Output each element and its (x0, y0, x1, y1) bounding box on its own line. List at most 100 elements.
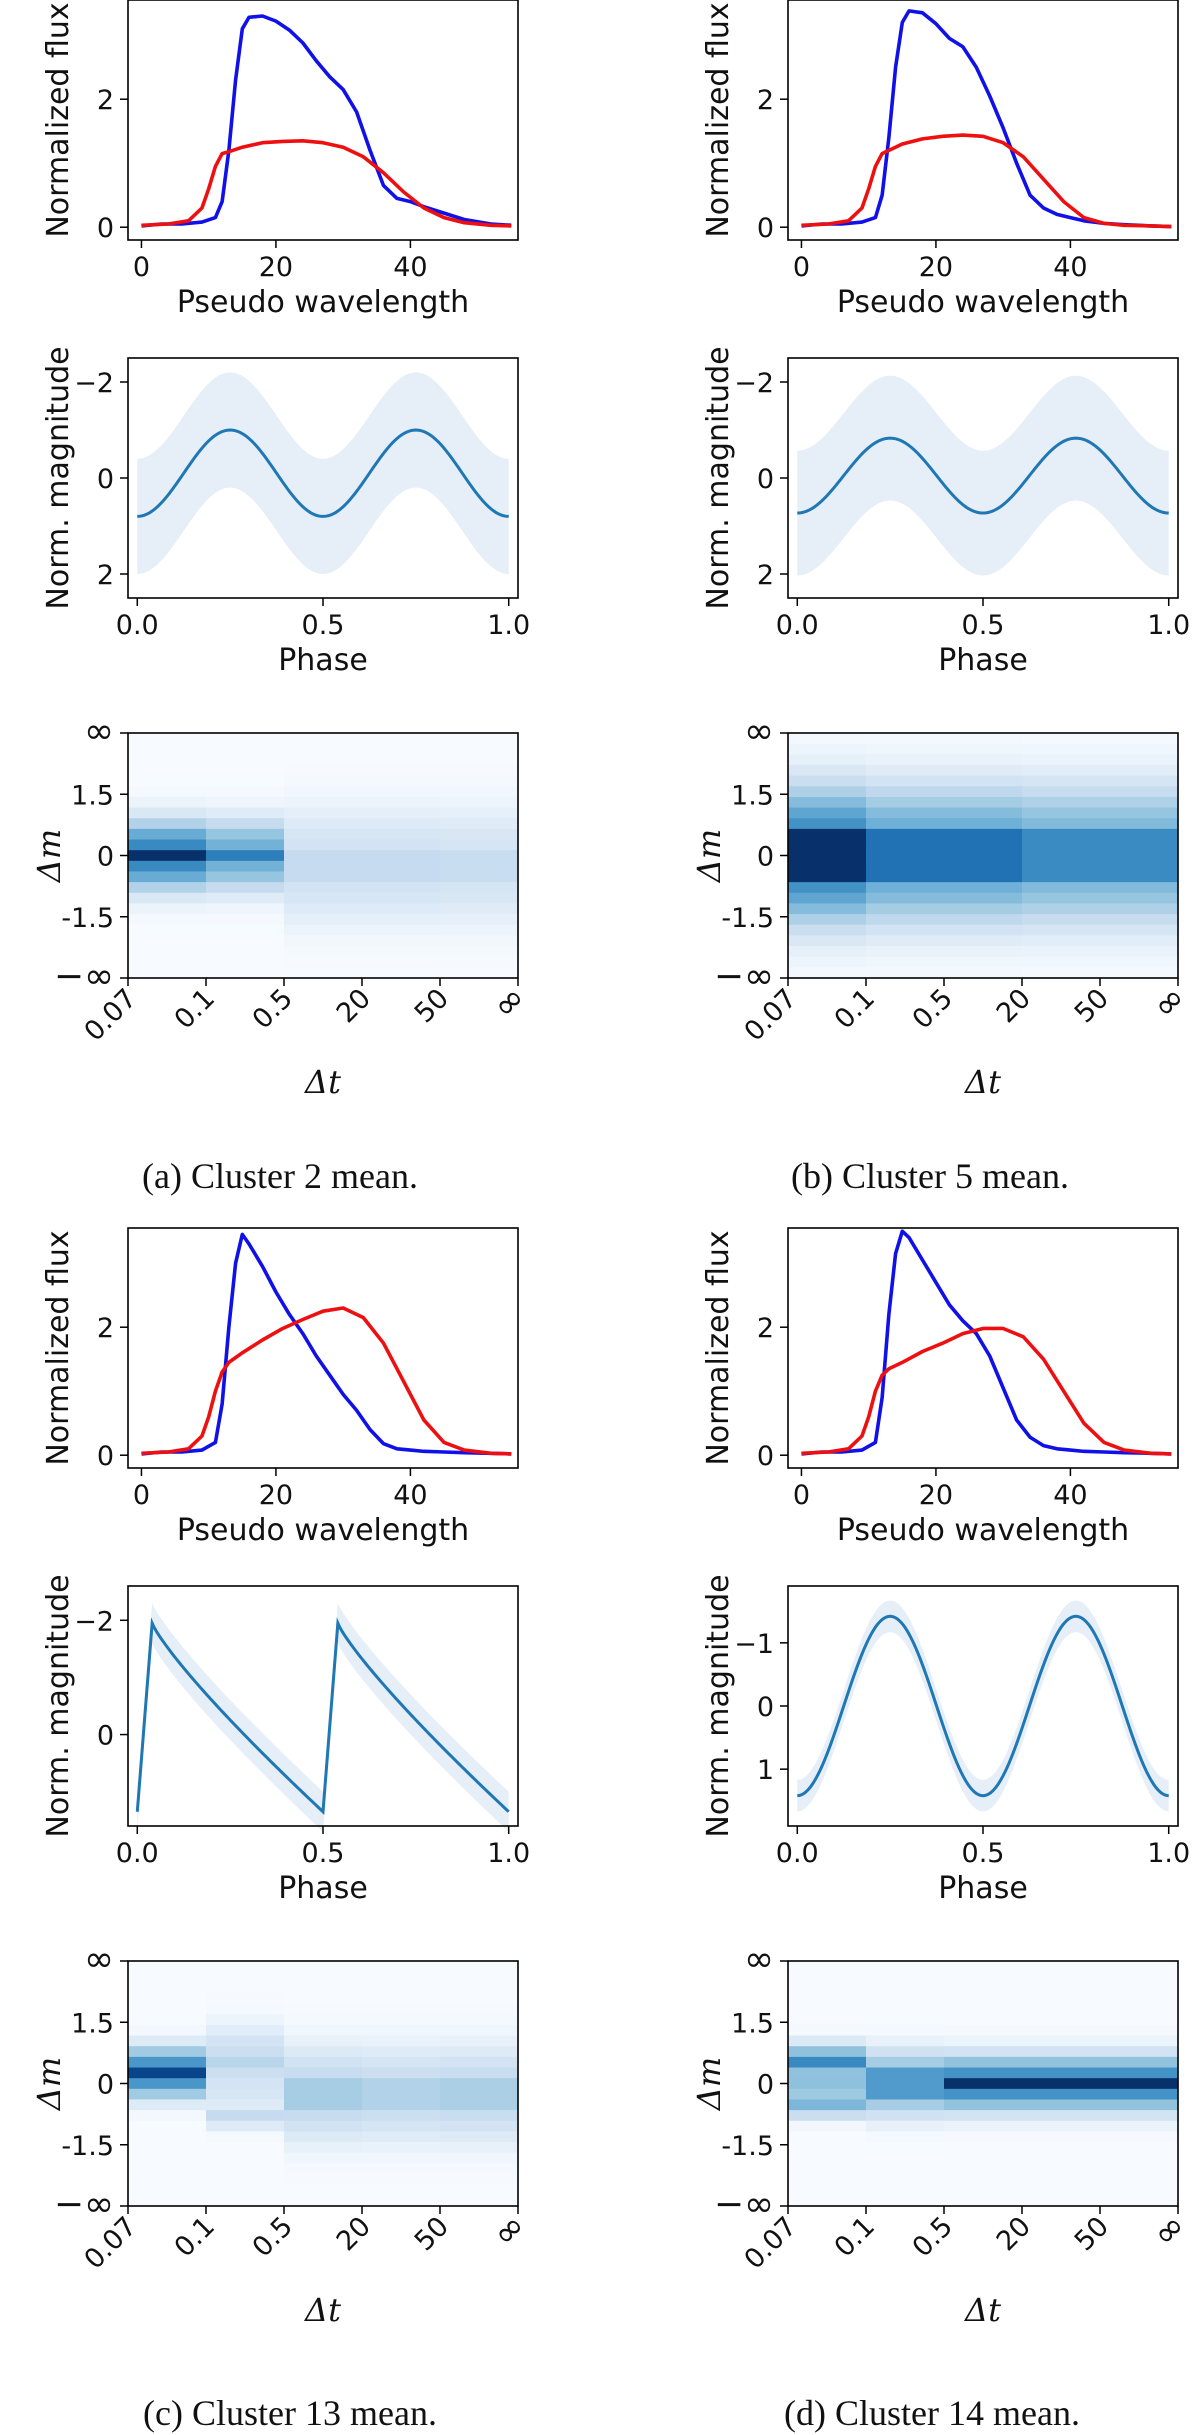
flux-series-blue-d (801, 1229, 1172, 1456)
heat-cell-c-1-2 (206, 1982, 285, 1994)
heat-cell-d-3-15 (1022, 2120, 1101, 2132)
ytick-label-b-phase-1: 0 (757, 464, 774, 495)
heat-cell-a-1-8 (206, 818, 285, 830)
heat-cell-c-0-17 (128, 2142, 207, 2154)
heat-cell-b-0-1 (788, 743, 867, 755)
heat-cell-d-2-4 (944, 2003, 1023, 2015)
heat-cell-a-3-10 (362, 839, 441, 851)
heat-cell-c-4-1 (440, 1971, 519, 1983)
heat-cell-a-4-11 (440, 850, 519, 862)
heat-cell-a-0-9 (128, 828, 207, 841)
ytick-label-a-flux-0: 0 (97, 213, 114, 244)
ytick-label-b-dmdt-1: 1.5 (731, 780, 774, 811)
heat-cell-b-2-18 (944, 924, 1023, 936)
heat-cell-d-1-13 (866, 2099, 945, 2111)
heat-cell-c-0-12 (128, 2088, 207, 2100)
heat-cell-c-2-16 (284, 2131, 363, 2143)
heat-cell-b-4-9 (1100, 828, 1179, 841)
heat-cell-c-4-12 (440, 2088, 519, 2100)
heat-cell-d-2-10 (944, 2067, 1023, 2079)
heat-cell-b-4-14 (1100, 882, 1179, 894)
heat-cell-b-2-8 (944, 818, 1023, 830)
heat-cell-d-4-22 (1100, 2195, 1179, 2207)
heat-cell-c-0-9 (128, 2056, 207, 2069)
caption-a: (a) Cluster 2 mean. (142, 1156, 418, 1196)
xtick-label-a-dmdt-4: 50 (409, 983, 455, 1029)
heat-cell-c-2-3 (284, 1992, 363, 2005)
heat-cell-c-1-12 (206, 2088, 285, 2100)
heat-cell-a-1-9 (206, 828, 285, 841)
heat-cell-c-4-4 (440, 2003, 519, 2015)
heat-cell-a-1-10 (206, 839, 285, 851)
heat-cell-a-3-5 (362, 786, 441, 798)
heat-cell-c-0-1 (128, 1971, 207, 1983)
heat-cell-c-0-8 (128, 2046, 207, 2058)
heat-cell-b-4-5 (1100, 786, 1179, 798)
heat-cell-d-4-7 (1100, 2035, 1179, 2047)
heat-cell-a-0-19 (128, 935, 207, 947)
heat-cell-b-2-12 (944, 860, 1023, 872)
heat-cell-a-3-13 (362, 871, 441, 883)
heat-cell-b-0-13 (788, 871, 867, 883)
ytick-label-a-phase-1: 0 (97, 464, 114, 495)
heat-cell-a-4-17 (440, 914, 519, 926)
heat-cell-b-3-7 (1022, 807, 1101, 819)
heat-cell-a-1-7 (206, 807, 285, 819)
axes-frame-b-flux (787, 0, 1179, 241)
heat-cell-c-4-19 (440, 2163, 519, 2175)
heat-cell-d-4-1 (1100, 1971, 1179, 1983)
heat-cell-d-1-21 (866, 2184, 945, 2196)
heat-cell-d-3-3 (1022, 1992, 1101, 2005)
heat-cell-b-1-17 (866, 914, 945, 926)
heat-cell-d-0-5 (788, 2014, 867, 2026)
heat-cell-c-0-6 (128, 2024, 207, 2037)
ytick-label-b-phase-0: −2 (734, 368, 774, 399)
heat-cell-a-1-4 (206, 775, 285, 787)
heat-cell-a-0-22 (128, 967, 207, 979)
heat-cell-c-0-13 (128, 2099, 207, 2111)
heat-cell-b-0-7 (788, 807, 867, 819)
heat-cell-d-0-4 (788, 2003, 867, 2015)
ytick-label-d-flux-1: 2 (757, 1313, 774, 1344)
heat-cell-d-3-17 (1022, 2142, 1101, 2154)
heat-cell-a-4-16 (440, 903, 519, 915)
heat-cell-b-2-2 (944, 754, 1023, 766)
xtick-label-c-phase-0: 0.0 (116, 1838, 159, 1869)
heat-cell-a-3-12 (362, 860, 441, 872)
heat-cell-d-3-21 (1022, 2184, 1101, 2196)
axes-frame-d-flux (787, 1227, 1179, 1469)
heat-cell-c-1-17 (206, 2142, 285, 2154)
heat-cell-d-2-18 (944, 2152, 1023, 2164)
heat-cell-b-3-6 (1022, 796, 1101, 809)
heat-cell-c-3-22 (362, 2195, 441, 2207)
heat-cell-a-0-8 (128, 818, 207, 830)
heat-cell-d-4-19 (1100, 2163, 1179, 2175)
heat-cell-d-1-8 (866, 2046, 945, 2058)
xlabel-c-dmdt: Δt (303, 2291, 341, 2329)
heat-cell-d-3-8 (1022, 2046, 1101, 2058)
heat-cell-c-1-11 (206, 2078, 285, 2090)
heat-cell-d-4-2 (1100, 1982, 1179, 1994)
heat-cell-d-2-2 (944, 1982, 1023, 1994)
xlabel-a-flux: Pseudo wavelength (177, 285, 469, 320)
ytick-label-d-dmdt-2: 0 (757, 2070, 774, 2101)
heat-cell-b-3-9 (1022, 828, 1101, 841)
heat-cell-a-3-22 (362, 967, 441, 979)
ylabel-a-phase: Norm. magnitude (41, 346, 76, 609)
heat-cell-a-3-2 (362, 754, 441, 766)
xtick-label-c-phase-2: 1.0 (487, 1838, 530, 1869)
heat-cell-d-3-18 (1022, 2152, 1101, 2164)
heat-cell-d-3-1 (1022, 1971, 1101, 1983)
panel-c: 0 20 40 0 2 Pseudo wavelength Normalized flux 0… (30, 1227, 534, 2329)
heat-cell-d-1-6 (866, 2024, 945, 2037)
heat-cell-d-1-1 (866, 1971, 945, 1983)
heat-cell-d-4-12 (1100, 2088, 1179, 2100)
heat-cell-a-3-21 (362, 956, 441, 968)
heat-cell-b-0-5 (788, 786, 867, 798)
heat-cell-b-0-20 (788, 946, 867, 958)
heat-cell-c-4-8 (440, 2046, 519, 2058)
heat-cell-a-4-1 (440, 743, 519, 755)
heat-cell-a-4-18 (440, 924, 519, 936)
ytick-label-c-phase-0: −2 (74, 1606, 114, 1637)
heat-cell-c-2-19 (284, 2163, 363, 2175)
